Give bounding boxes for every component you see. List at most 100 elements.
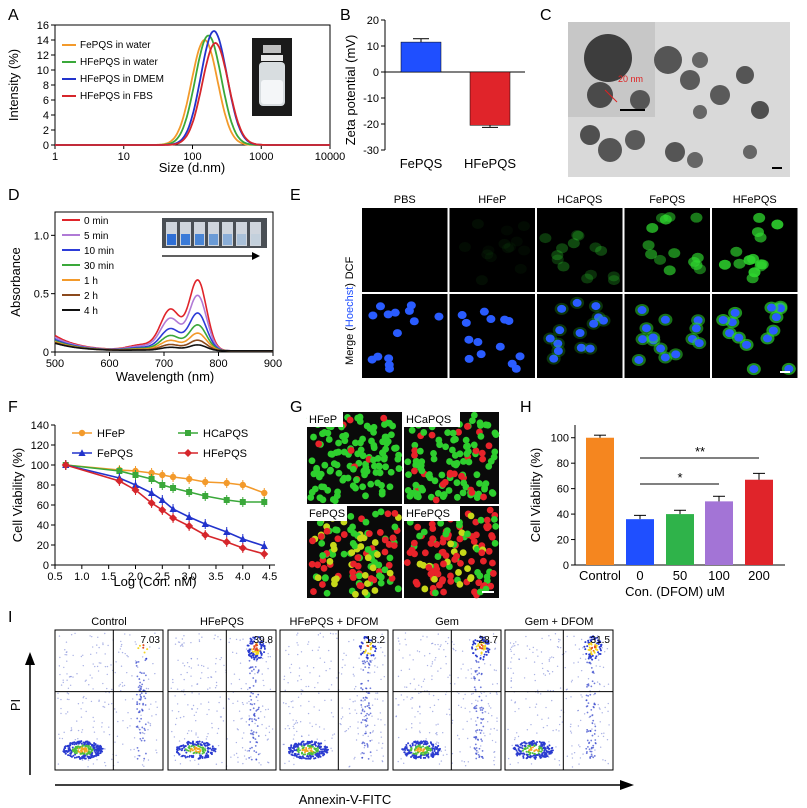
g-cell — [342, 432, 350, 439]
e-nucleus — [367, 355, 377, 364]
i-event — [369, 731, 372, 734]
e-nucleus — [585, 344, 595, 353]
i-event — [312, 667, 315, 669]
i-event — [249, 747, 252, 750]
i-event — [330, 699, 333, 701]
i-event — [532, 651, 534, 654]
i-event — [68, 698, 70, 701]
i-event — [93, 742, 96, 745]
i-event — [437, 633, 439, 635]
i-event — [240, 687, 243, 690]
i-event — [119, 648, 122, 650]
e-nucleus — [500, 315, 510, 324]
i-event — [154, 632, 156, 634]
i-event — [381, 651, 384, 653]
i-event — [207, 747, 210, 750]
i-event — [237, 761, 239, 763]
i-event — [139, 693, 142, 696]
i-event — [365, 641, 368, 644]
i-event — [144, 659, 147, 662]
b-bar — [400, 41, 442, 73]
i-event — [118, 651, 120, 653]
e-dcf-cell — [753, 212, 766, 223]
g-cell — [388, 574, 396, 582]
i-event — [458, 738, 460, 740]
i-event — [538, 740, 541, 743]
i-event — [140, 714, 142, 717]
g-cell — [356, 534, 364, 542]
i-event — [462, 663, 464, 665]
tem-scale-label: 20 nm — [618, 74, 643, 84]
i-event — [96, 748, 99, 751]
i-event — [365, 714, 367, 717]
panel-label-h: H — [520, 399, 532, 416]
i-event — [252, 736, 255, 739]
i-event — [282, 702, 285, 704]
i-event — [307, 641, 310, 643]
i-event — [359, 646, 362, 649]
i-event — [103, 706, 106, 708]
i-plot-frame — [392, 629, 502, 771]
i-event — [262, 679, 264, 682]
i-event — [366, 637, 369, 640]
i-event — [542, 726, 545, 729]
g-cell — [439, 548, 447, 556]
g-cell — [382, 463, 389, 471]
i-event — [91, 646, 94, 648]
i-event — [207, 701, 210, 703]
i-event — [451, 719, 454, 722]
i-event — [586, 730, 588, 733]
i-event — [534, 756, 537, 759]
i-event — [550, 747, 553, 750]
f-xtick-label: 2.5 — [155, 571, 170, 583]
i-event — [590, 652, 593, 655]
i-event — [578, 648, 581, 650]
panel-label-g: G — [290, 399, 302, 416]
i-event — [177, 710, 180, 713]
i-event — [477, 751, 479, 753]
g-cell — [376, 572, 383, 580]
i-event — [107, 703, 110, 706]
i-event — [263, 651, 266, 654]
f-point — [261, 499, 268, 505]
i-event — [287, 682, 289, 684]
e-nucleus — [671, 350, 681, 359]
i-event — [319, 632, 322, 635]
f-point — [158, 496, 166, 503]
i-event — [134, 641, 136, 643]
panel-label-a: A — [8, 7, 19, 24]
f-point — [238, 544, 247, 552]
i-event — [376, 666, 379, 668]
i-event — [475, 661, 478, 663]
e-nucleus — [734, 333, 744, 342]
i-event — [455, 649, 457, 652]
i-event — [480, 722, 483, 724]
i-event — [262, 642, 265, 645]
i-event — [478, 729, 481, 731]
g-cell — [465, 458, 473, 466]
i-event — [173, 736, 176, 738]
i-event — [579, 657, 582, 660]
i-event — [183, 754, 186, 757]
f-xtick-label: 3.0 — [181, 571, 196, 583]
i-event — [477, 661, 480, 663]
g-cell — [480, 557, 487, 565]
i-event — [57, 763, 60, 765]
i-event — [602, 759, 604, 761]
i-event — [489, 664, 492, 666]
g-cell — [363, 467, 371, 475]
i-event — [360, 683, 362, 685]
i-event — [85, 753, 88, 756]
i-event — [59, 737, 61, 740]
i-event — [570, 696, 572, 698]
a-ytick-label: 10 — [37, 65, 49, 77]
i-event — [256, 644, 259, 647]
i-event — [91, 744, 94, 747]
i-event — [357, 733, 360, 735]
i-event — [536, 714, 539, 716]
g-cell — [434, 489, 442, 497]
g-cell — [334, 535, 342, 543]
i-event — [599, 708, 601, 710]
i-event — [348, 640, 350, 643]
i-event — [349, 726, 351, 728]
